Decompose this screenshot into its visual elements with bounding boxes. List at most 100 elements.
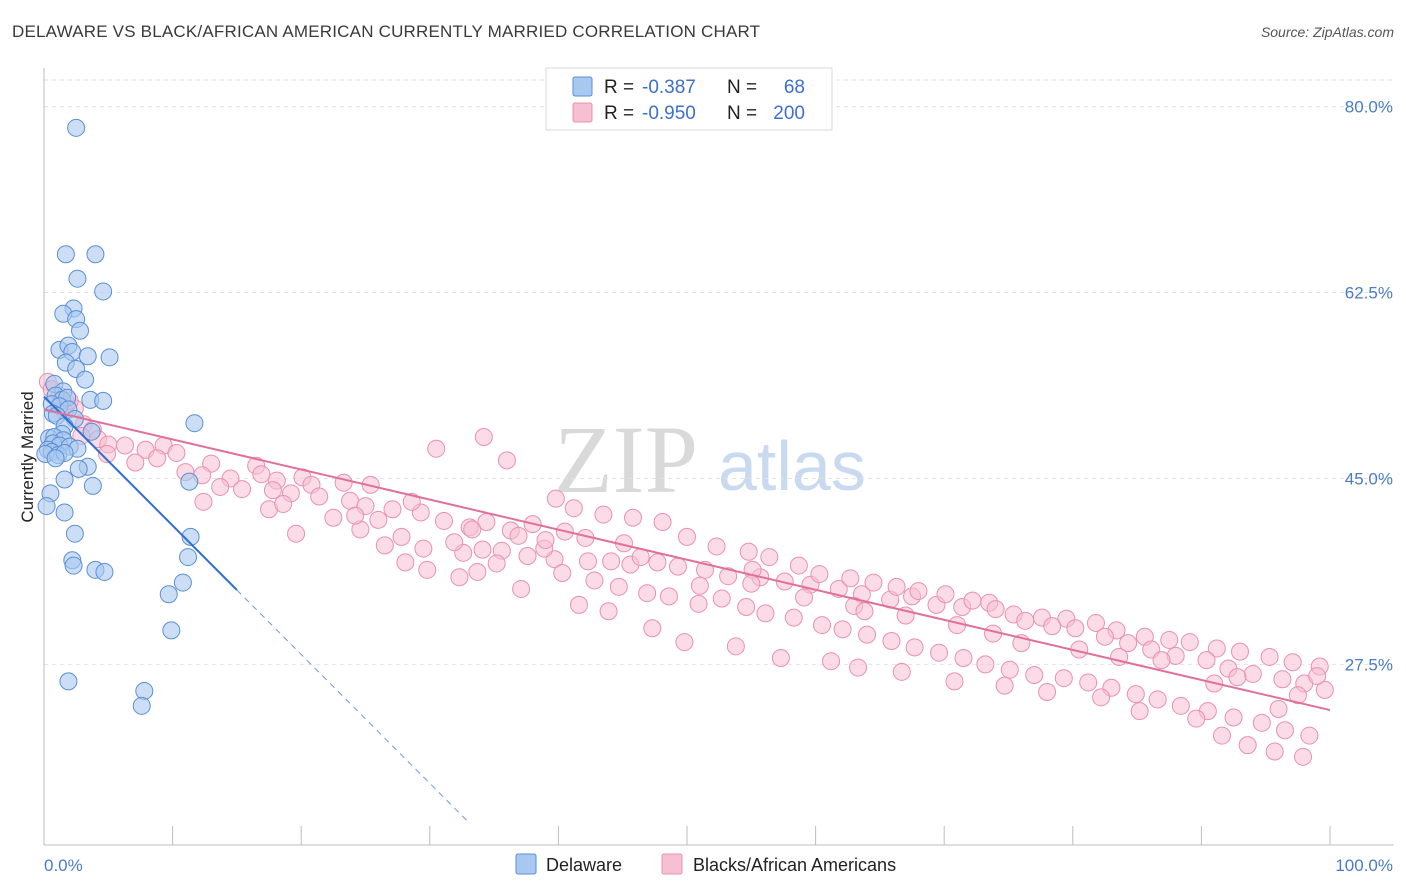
data-point-blacks: [1038, 683, 1057, 701]
trend-line-delaware: [43, 395, 238, 591]
data-point-delaware: [179, 548, 198, 567]
data-point-blacks: [1197, 651, 1216, 670]
data-point-blacks: [1273, 670, 1292, 689]
y-tick-label: 62.5%: [1345, 284, 1393, 303]
data-point-blacks: [1238, 736, 1257, 755]
data-point-blacks: [383, 500, 402, 519]
data-point-blacks: [252, 465, 271, 484]
data-point-blacks: [737, 598, 756, 616]
data-point-blacks: [678, 527, 696, 546]
data-point-blacks: [474, 428, 493, 446]
data-point-blacks: [963, 591, 982, 610]
legend-n-label-blacks: N =: [727, 103, 757, 124]
data-point-delaware: [65, 524, 84, 543]
data-point-blacks: [648, 553, 667, 572]
data-point-delaware: [94, 282, 113, 301]
data-point-delaware: [83, 476, 102, 495]
data-point-delaware: [94, 391, 113, 410]
data-point-blacks: [509, 526, 528, 545]
data-point-blacks: [887, 577, 906, 596]
data-point-blacks: [512, 579, 531, 598]
trend-lines: [43, 395, 1331, 823]
data-point-blacks: [310, 487, 329, 506]
data-point-blacks: [707, 537, 726, 556]
data-point-blacks: [1086, 613, 1105, 632]
legend-r-label-blacks: R =: [604, 103, 634, 124]
data-point-blacks: [822, 652, 841, 671]
data-point-delaware: [69, 459, 88, 478]
data-point-blacks: [1119, 634, 1138, 653]
data-point-blacks: [653, 513, 672, 531]
data-point-blacks: [1079, 673, 1098, 692]
data-point-delaware: [95, 562, 114, 581]
data-point-delaware: [132, 696, 151, 715]
data-point-blacks: [936, 585, 955, 604]
data-point-blacks: [402, 492, 421, 511]
data-point-blacks: [518, 547, 537, 565]
axes: [43, 68, 1394, 846]
data-point-blacks: [1260, 647, 1279, 666]
data-point-blacks: [194, 492, 213, 511]
data-point-blacks: [756, 604, 775, 623]
data-point-blacks: [546, 489, 565, 508]
data-point-delaware: [56, 245, 75, 264]
data-point-blacks: [375, 536, 394, 555]
watermark-atlas: atlas: [718, 427, 866, 505]
data-point-blacks: [795, 588, 814, 607]
data-point-delaware: [46, 449, 65, 468]
data-point-delaware: [64, 556, 83, 575]
data-point-blacks: [445, 533, 464, 552]
data-point-blacks: [487, 554, 506, 573]
data-point-blacks: [1269, 700, 1288, 718]
data-point-delaware: [68, 269, 87, 288]
bottom-legend-swatch-delaware: [515, 853, 537, 875]
series-delaware-points: [36, 118, 204, 715]
data-point-blacks: [833, 620, 852, 639]
data-point-blacks: [719, 567, 738, 586]
data-point-delaware: [76, 370, 95, 389]
data-point-blacks: [98, 445, 117, 463]
data-point-blacks: [813, 616, 832, 635]
data-point-blacks: [954, 649, 973, 667]
data-point-blacks: [739, 542, 758, 561]
data-point-delaware: [78, 347, 97, 366]
data-point-blacks: [1000, 660, 1019, 679]
data-point-blacks: [211, 477, 230, 496]
data-point-blacks: [1300, 726, 1319, 745]
data-point-blacks: [995, 676, 1014, 695]
data-point-blacks: [473, 540, 492, 559]
data-point-blacks: [418, 560, 437, 579]
data-point-blacks: [468, 562, 487, 581]
data-point-blacks: [638, 584, 657, 603]
data-point-blacks: [810, 565, 829, 584]
data-point-blacks: [594, 505, 613, 524]
bottom-legend-label-blacks: Blacks/African Americans: [693, 855, 896, 875]
data-point-blacks: [1171, 696, 1190, 715]
data-point-blacks: [334, 473, 353, 492]
data-point-blacks: [497, 451, 516, 470]
data-point-blacks: [849, 658, 868, 677]
data-point-blacks: [712, 589, 731, 608]
data-point-delaware: [67, 118, 86, 137]
data-point-blacks: [585, 571, 604, 590]
y-axis-title: Currently Married: [18, 391, 37, 522]
data-point-blacks: [569, 595, 588, 614]
trend-line-delaware-extension: [236, 589, 469, 823]
legend-swatch-delaware: [572, 76, 593, 97]
data-point-blacks: [553, 564, 572, 582]
data-point-blacks: [892, 662, 911, 681]
data-point-blacks: [855, 602, 874, 621]
data-point-blacks: [167, 443, 186, 462]
data-point-blacks: [858, 625, 877, 644]
data-point-blacks: [599, 602, 618, 621]
watermark-zip: ZIP: [554, 406, 698, 513]
y-tick-labels: 80.0% 62.5% 45.0% 27.5%: [1345, 98, 1393, 675]
chart-title: DELAWARE VS BLACK/AFRICAN AMERICAN CURRE…: [12, 22, 761, 41]
legend-r-value-delaware: -0.387: [642, 77, 696, 98]
data-point-delaware: [162, 621, 181, 640]
data-point-blacks: [233, 480, 252, 499]
legend-n-value-blacks: 200: [773, 103, 805, 124]
data-point-blacks: [1230, 642, 1249, 661]
data-point-blacks: [675, 633, 694, 652]
data-point-blacks: [789, 556, 808, 575]
